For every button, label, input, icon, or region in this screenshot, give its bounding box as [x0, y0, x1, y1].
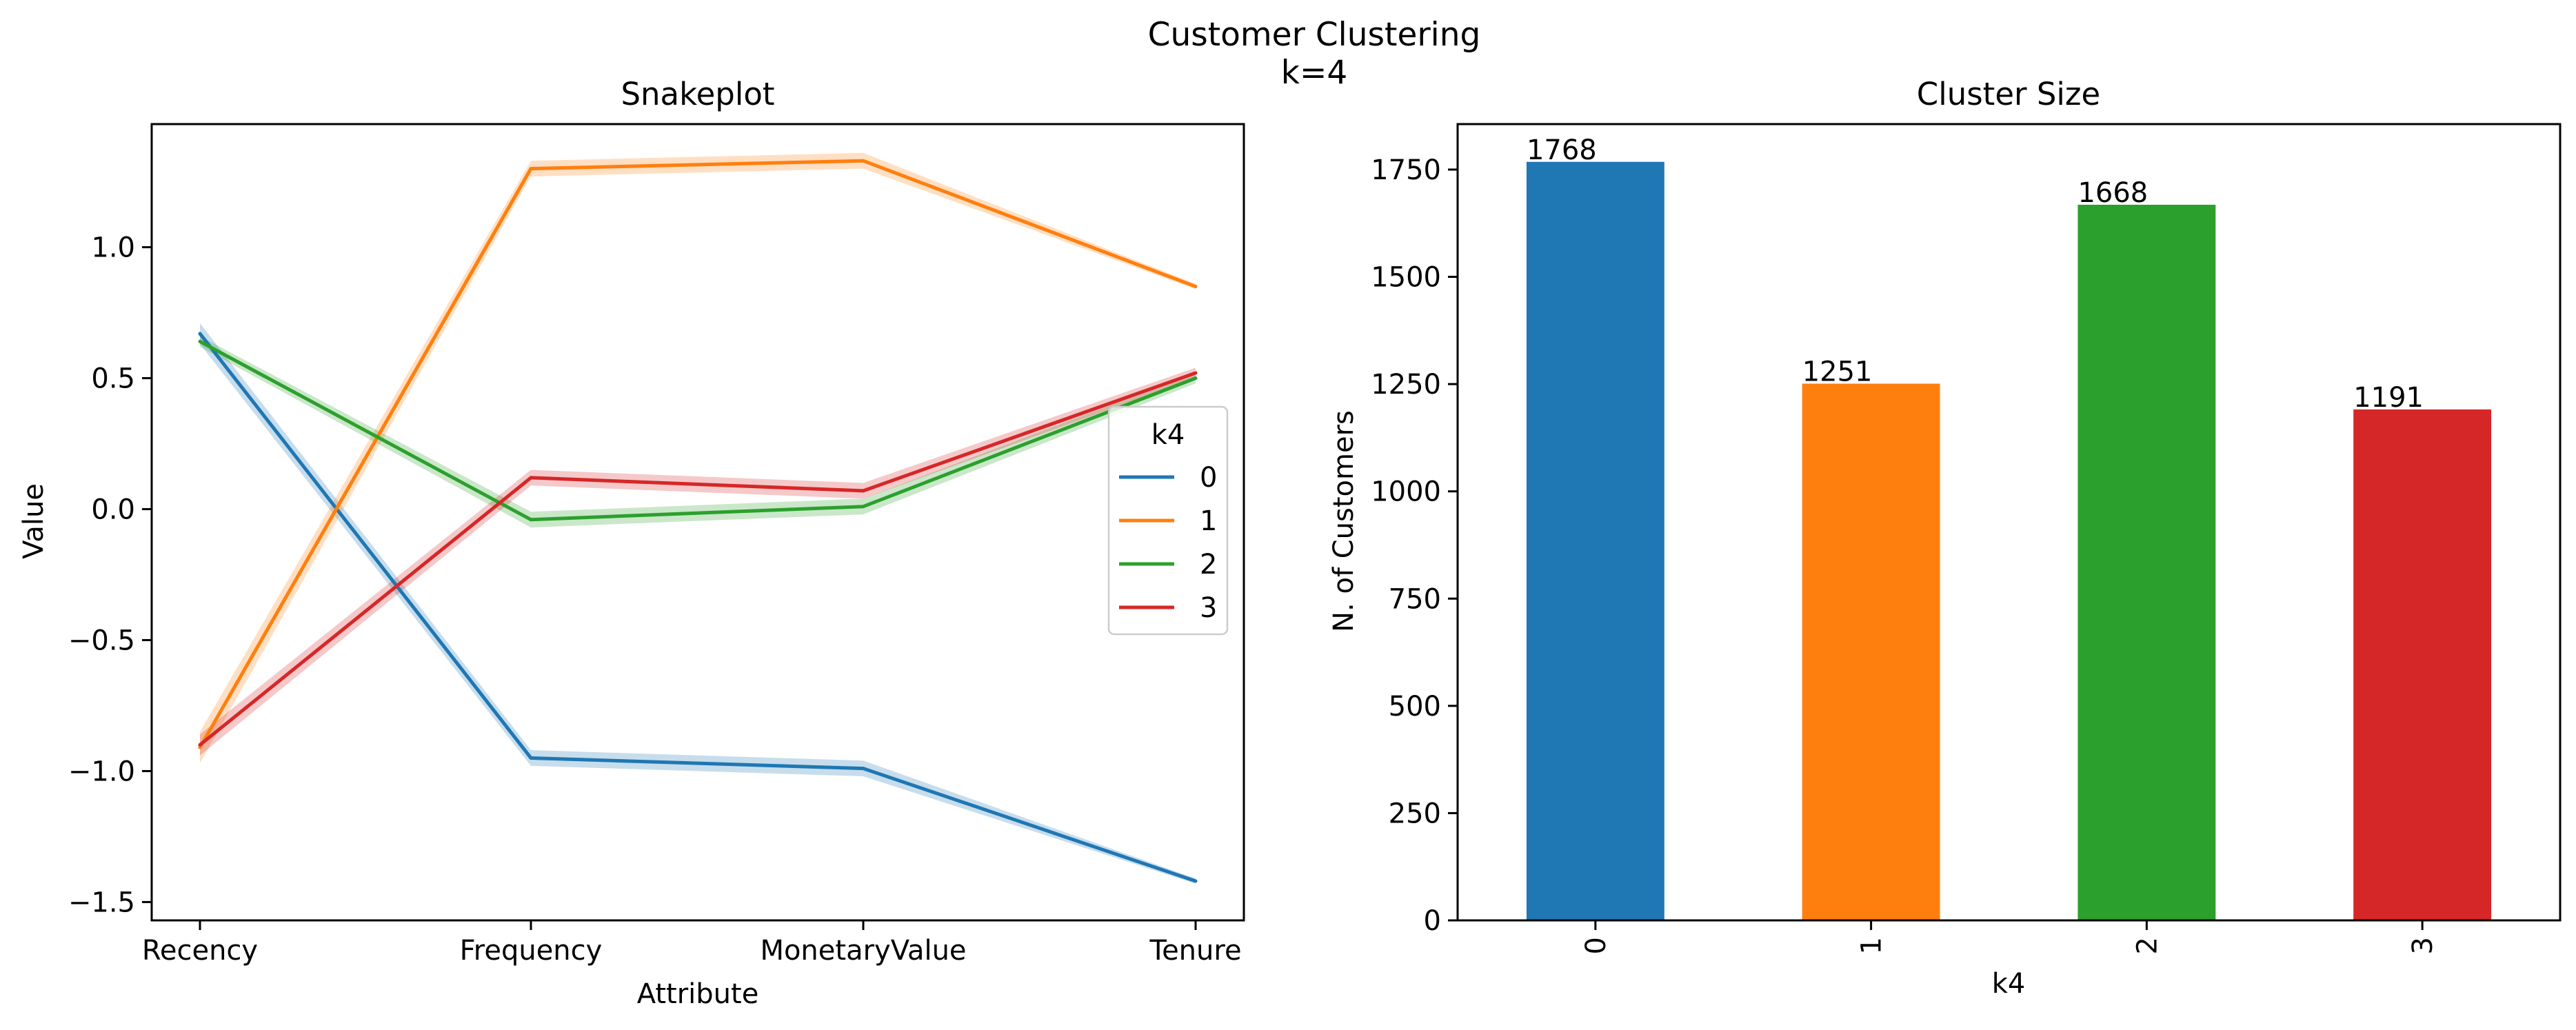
bar-cluster-3 [2353, 409, 2492, 920]
cluster-size-y-axis-label: N. of Customers [1328, 410, 1360, 632]
snakeplot-legend: k4 0 1 2 3 [1107, 405, 1229, 636]
snakeplot-frame [150, 123, 1245, 922]
series-1-line [198, 159, 1196, 749]
cluster-size-title: Cluster Size [1917, 76, 2100, 112]
series-2-line [199, 340, 1196, 522]
series-1-point [1194, 285, 1198, 289]
snakeplot-y-tick-label: −0.5 [68, 625, 135, 656]
series-2-point [1194, 376, 1198, 381]
cluster-size-y-tick-label: 1000 [1371, 476, 1441, 508]
snakeplot-y-tick-label: 0.5 [91, 363, 135, 395]
series-1-point [198, 745, 202, 749]
cluster-size-x-tick-label: 1 [1856, 937, 1888, 954]
snakeplot-title: Snakeplot [621, 76, 774, 112]
series-0-point [861, 767, 865, 771]
legend-label-3: 3 [1200, 592, 1217, 624]
figure-suptitle-line2: k=4 [1281, 54, 1348, 92]
cluster-size-axes: Cluster Size k4 N. of Customers 0 250 500 7… [1328, 76, 2562, 1000]
snakeplot-x-tick-label: Recency [142, 935, 258, 967]
cluster-size-y-tick-label: 1250 [1371, 369, 1441, 401]
series-3-point [198, 743, 202, 747]
bar-cluster-1 [1802, 383, 1940, 920]
bar-value-label-1: 1251 [1802, 356, 1873, 387]
series-3-point [529, 476, 533, 480]
cluster-size-y-tick-label: 750 [1389, 583, 1441, 615]
cluster-size-x-axis-label: k4 [1992, 968, 2026, 1000]
legend-label-2: 2 [1200, 549, 1217, 580]
series-0-confidence-band [200, 323, 1196, 884]
series-3-point [861, 489, 865, 493]
legend-items: 0 1 2 3 [1119, 462, 1217, 624]
snakeplot-series [198, 159, 1198, 883]
bar-cluster-0 [1526, 161, 1664, 920]
snakeplot-y-tick-label: 0.0 [91, 494, 135, 526]
bar-value-label-3: 1191 [2353, 382, 2424, 414]
cluster-size-bars [1526, 161, 2492, 920]
series-3-point [1194, 371, 1198, 375]
snakeplot-y-axis-label: Value [18, 483, 50, 559]
series-3-confidence-band [200, 367, 1196, 756]
snakeplot-confidence-bands [200, 152, 1196, 884]
snakeplot-x-tick-label: Tenure [1149, 935, 1241, 967]
snakeplot-axes: Snakeplot Attribute Value 1.0 0.5 0.0 −0.5 −… [18, 76, 1245, 1010]
cluster-size-y-tick-label: 1500 [1371, 262, 1441, 294]
snakeplot-x-tick-label: MonetaryValue [760, 935, 966, 967]
bar-cluster-2 [2077, 204, 2216, 920]
cluster-size-x-tick-label: 3 [2407, 937, 2439, 954]
cluster-size-ticks: 0 250 500 750 1000 1250 1500 1750 0 1 2 3 [1371, 154, 2439, 954]
cluster-size-data-labels: 1768 1251 1668 1191 [1527, 134, 2424, 414]
snakeplot-y-tick-label: 1.0 [91, 232, 135, 264]
cluster-size-y-tick-label: 0 [1424, 905, 1441, 937]
series-2-point [529, 518, 533, 522]
cluster-size-frame [1456, 123, 2562, 922]
snakeplot-y-tick-label: −1.0 [68, 756, 135, 787]
snakeplot-y-tick-label: −1.5 [68, 887, 135, 918]
series-3-line [199, 371, 1196, 747]
snakeplot-x-axis-label: Attribute [637, 978, 759, 1010]
cluster-size-y-tick-label: 1750 [1371, 154, 1441, 186]
series-1-confidence-band [200, 152, 1196, 764]
figure-suptitle-line1: Customer Clustering [1148, 16, 1481, 54]
legend-label-1: 1 [1200, 505, 1217, 537]
cluster-size-y-tick-label: 250 [1389, 798, 1441, 829]
bar-value-label-2: 1668 [2077, 177, 2148, 209]
cluster-size-y-tick-label: 500 [1389, 691, 1441, 723]
cluster-size-x-tick-label: 0 [1580, 937, 1612, 954]
series-0-line [199, 332, 1196, 883]
series-0-point [1194, 879, 1198, 883]
legend-title: k4 [1151, 419, 1185, 451]
series-2-confidence-band [200, 336, 1196, 528]
series-1-point [861, 159, 865, 163]
snakeplot-x-tick-label: Frequency [460, 935, 603, 967]
series-1-point [529, 167, 533, 171]
cluster-size-x-tick-label: 2 [2131, 937, 2163, 954]
bar-value-label-0: 1768 [1527, 134, 1597, 166]
series-0-point [529, 756, 533, 760]
legend-label-0: 0 [1200, 462, 1217, 494]
series-2-point [861, 505, 865, 509]
series-0-point [198, 332, 202, 336]
series-2-point [198, 339, 202, 343]
